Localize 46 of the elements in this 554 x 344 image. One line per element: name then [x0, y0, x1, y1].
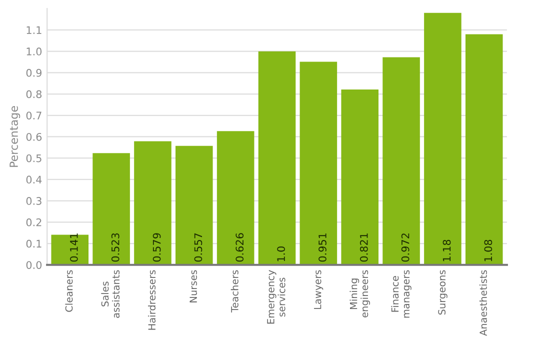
data-label: 0.141 — [70, 233, 78, 262]
y-tick-label: 0.6 — [26, 132, 42, 141]
bar — [424, 12, 462, 265]
x-tick-label: Hairdressers — [148, 270, 156, 330]
x-tick-label: Mining engineers — [350, 270, 370, 318]
y-axis-title: Percentage — [10, 106, 20, 167]
x-tick-label: Nurses — [190, 270, 197, 302]
y-tick-label: 0.3 — [26, 197, 42, 205]
data-label: 0.951 — [318, 233, 326, 262]
y-tick-label: 0.7 — [26, 112, 42, 120]
y-tick-label: 0.5 — [26, 154, 42, 162]
data-label: 0.523 — [111, 233, 120, 262]
y-tick-label: 0.4 — [26, 176, 42, 184]
y-tick-label: 1.1 — [26, 26, 42, 34]
bar — [300, 62, 338, 265]
x-tick-label: Finance managers — [391, 270, 412, 318]
bar — [382, 57, 420, 265]
x-tick-label: Teachers — [230, 270, 238, 313]
y-tick-label: 0.8 — [26, 90, 42, 98]
x-tick-label: Cleaners — [65, 270, 73, 312]
bar — [92, 153, 130, 265]
x-tick-label: Emergency services — [267, 270, 286, 324]
x-tick-label: Sales assistants — [101, 270, 120, 318]
y-tick-label: 0.9 — [26, 68, 42, 77]
x-tick-label: Surgeons — [438, 270, 448, 315]
data-label: 1.0 — [277, 246, 285, 262]
bar — [341, 90, 378, 265]
data-label: 0.626 — [236, 233, 244, 262]
data-label: 0.579 — [152, 233, 161, 262]
bar — [51, 234, 89, 265]
bar — [176, 146, 213, 265]
data-label: 0.557 — [194, 233, 202, 262]
bar — [465, 34, 503, 265]
data-label: 0.821 — [360, 233, 368, 262]
bar — [134, 141, 172, 265]
x-tick-label: Lawyers — [314, 270, 324, 309]
data-label: 0.972 — [401, 234, 410, 262]
y-tick-label: 0.1 — [26, 240, 42, 248]
y-tick-label: 0.0 — [26, 261, 42, 269]
data-label: 1.08 — [484, 240, 492, 262]
bar — [216, 131, 254, 265]
data-label: 1.18 — [442, 240, 451, 262]
y-tick-label: 0.2 — [26, 218, 42, 226]
bar — [258, 51, 296, 265]
x-tick-label: Anaesthetists — [479, 270, 487, 336]
y-tick-label: 1.0 — [26, 48, 42, 56]
